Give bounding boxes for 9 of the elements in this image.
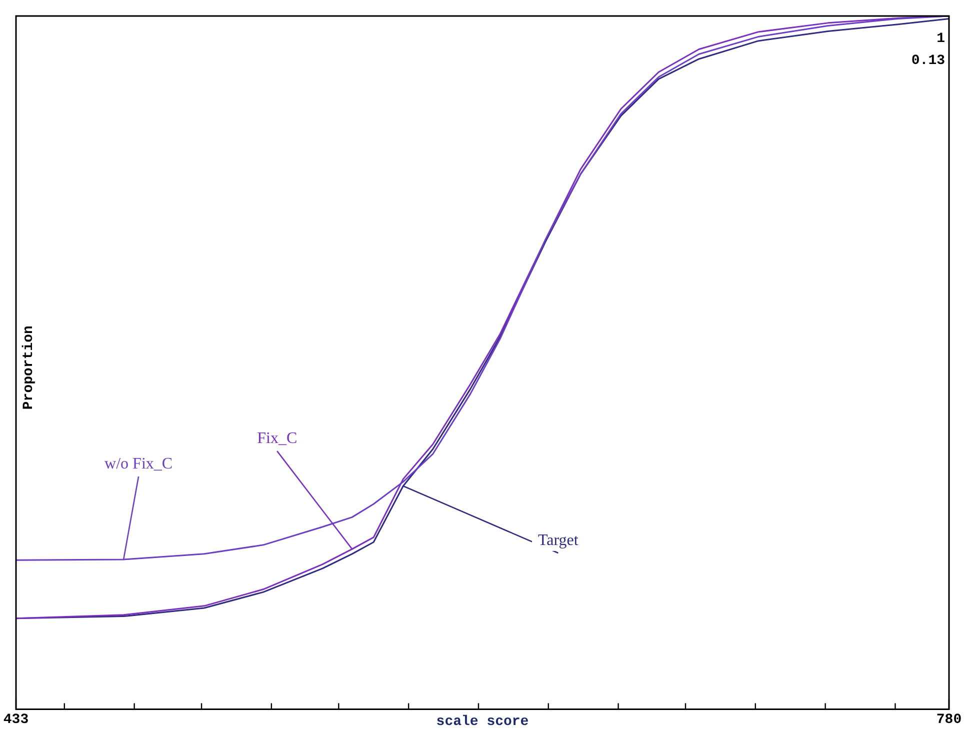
- text: w/o Fix_C: [104, 455, 173, 472]
- x-tick-label: 433: [3, 712, 29, 728]
- x-tick-label: 780: [936, 712, 962, 728]
- y-axis-title: Proportion: [21, 326, 37, 410]
- annotation: 0.13: [911, 53, 945, 69]
- text: Target: [538, 532, 579, 549]
- x-axis-title: scale score: [436, 714, 529, 730]
- annotation: 1: [936, 31, 945, 47]
- text: Fix_C: [257, 430, 298, 448]
